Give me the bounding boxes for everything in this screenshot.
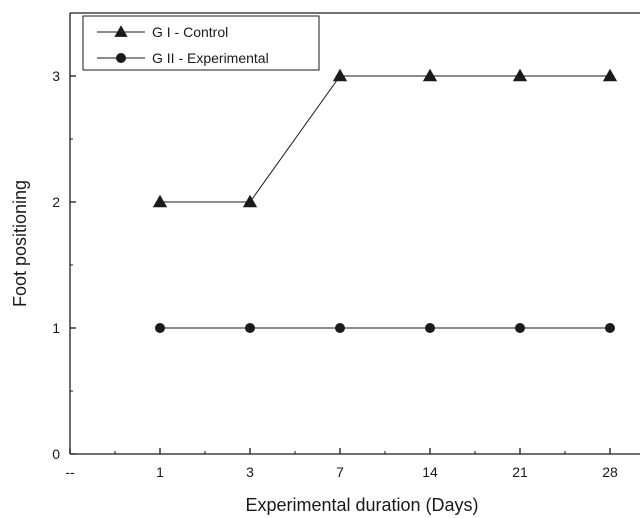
y-ticks: 0 1 2 3 bbox=[52, 68, 76, 462]
x-tick-label: 14 bbox=[422, 464, 438, 480]
data-point-circle bbox=[245, 323, 255, 333]
legend-label-experimental: G II - Experimental bbox=[152, 50, 269, 66]
data-point-circle bbox=[425, 323, 435, 333]
data-point-circle bbox=[155, 323, 165, 333]
series-control bbox=[152, 68, 618, 208]
y-tick-label: 2 bbox=[52, 194, 60, 210]
data-point-triangle bbox=[602, 68, 618, 82]
legend-triangle-marker bbox=[114, 25, 128, 37]
series-line bbox=[160, 75, 610, 203]
y-tick-label: 3 bbox=[52, 68, 60, 84]
data-point-circle bbox=[335, 323, 345, 333]
data-point-triangle bbox=[152, 194, 168, 208]
data-point-triangle bbox=[422, 68, 438, 82]
legend-entry-experimental: G II - Experimental bbox=[97, 50, 269, 66]
series-layer bbox=[152, 68, 618, 333]
x-tick-label: 3 bbox=[246, 464, 254, 480]
x-tick-label: 28 bbox=[602, 464, 618, 480]
data-point-triangle bbox=[242, 194, 258, 208]
y-tick-label: 0 bbox=[52, 446, 60, 462]
legend-label-control: G I - Control bbox=[152, 24, 228, 40]
x-axis-title: Experimental duration (Days) bbox=[245, 495, 478, 515]
data-point-circle bbox=[515, 323, 525, 333]
x-tick-label: -- bbox=[65, 464, 75, 480]
x-tick-label: 1 bbox=[156, 464, 164, 480]
x-tick-label: 7 bbox=[336, 464, 344, 480]
legend-entry-control: G I - Control bbox=[97, 24, 228, 40]
data-point-triangle bbox=[512, 68, 528, 82]
legend: G I - Control G II - Experimental bbox=[82, 15, 320, 71]
x-tick-label: 21 bbox=[512, 464, 528, 480]
legend-circle-marker bbox=[116, 53, 126, 63]
y-axis-title: Foot positioning bbox=[10, 180, 30, 307]
data-point-circle bbox=[605, 323, 615, 333]
data-point-triangle bbox=[332, 68, 348, 82]
y-tick-label: 1 bbox=[52, 320, 60, 336]
plot-area bbox=[69, 12, 640, 455]
series-experimental bbox=[155, 323, 615, 333]
x-ticks: -- 1 3 7 14 21 28 bbox=[65, 448, 618, 480]
